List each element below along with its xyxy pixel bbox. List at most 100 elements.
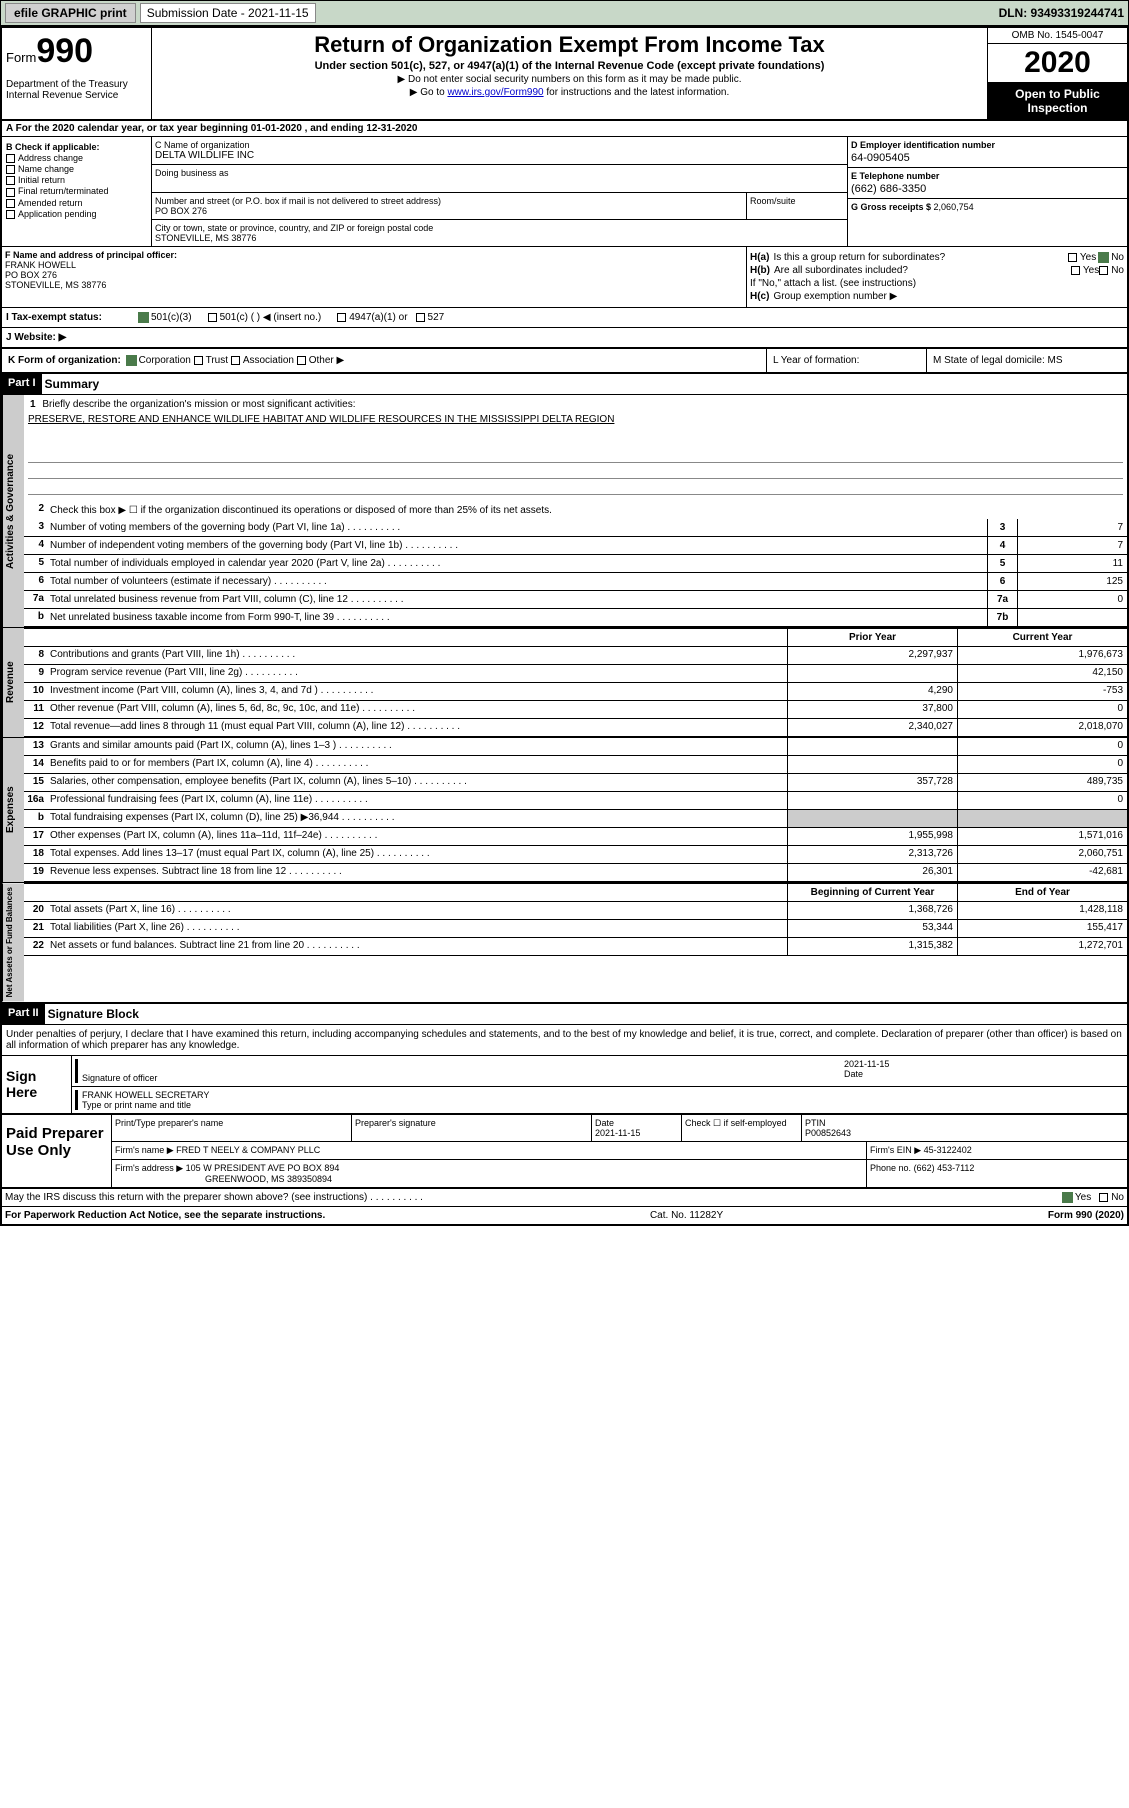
f-label: F Name and address of principal officer: bbox=[5, 250, 743, 260]
dln: DLN: 93493319244741 bbox=[999, 6, 1124, 20]
ein-value: 64-0905405 bbox=[851, 152, 1124, 164]
firm-addr2: GREENWOOD, MS 389350894 bbox=[205, 1174, 332, 1184]
dba-label: Doing business as bbox=[155, 168, 844, 178]
sign-here-label: Sign Here bbox=[2, 1056, 72, 1113]
vtab-revenue: Revenue bbox=[2, 628, 24, 737]
ha-yes[interactable] bbox=[1068, 253, 1077, 262]
chk-501c3-checked[interactable] bbox=[138, 312, 149, 323]
city-value: STONEVILLE, MS 38776 bbox=[155, 233, 844, 243]
netassets-section: Net Assets or Fund Balances Beginning of… bbox=[2, 882, 1127, 1001]
box-b-header: B Check if applicable: bbox=[6, 142, 147, 152]
declaration: Under penalties of perjury, I declare th… bbox=[2, 1025, 1127, 1055]
firm-ein: 45-3122402 bbox=[924, 1145, 972, 1155]
chk-name-change[interactable]: Name change bbox=[6, 164, 147, 174]
footer-mid: Cat. No. 11282Y bbox=[325, 1210, 1048, 1221]
chk-address-change[interactable]: Address change bbox=[6, 153, 147, 163]
chk-4947[interactable] bbox=[337, 313, 346, 322]
gross-label: G Gross receipts $ bbox=[851, 202, 934, 212]
chk-corp-checked[interactable] bbox=[126, 355, 137, 366]
chk-final-return[interactable]: Final return/terminated bbox=[6, 186, 147, 196]
hb-no[interactable] bbox=[1099, 266, 1108, 275]
line-b: bNet unrelated business taxable income f… bbox=[24, 609, 1127, 627]
phone-value: (662) 686-3350 bbox=[851, 183, 1124, 195]
line-16a: 16aProfessional fundraising fees (Part I… bbox=[24, 792, 1127, 810]
sig-officer-label: Signature of officer bbox=[82, 1073, 844, 1083]
h-a: H(a) Is this a group return for subordin… bbox=[750, 252, 1124, 263]
vtab-governance: Activities & Governance bbox=[2, 395, 24, 627]
phone-box: E Telephone number (662) 686-3350 bbox=[848, 168, 1127, 199]
officer-addr1: PO BOX 276 bbox=[5, 270, 743, 280]
note2-prefix: ▶ Go to bbox=[410, 87, 448, 98]
header-mid: Return of Organization Exempt From Incom… bbox=[152, 28, 987, 119]
line-4: 4Number of independent voting members of… bbox=[24, 537, 1127, 555]
room-box: Room/suite bbox=[747, 193, 847, 219]
form-prefix: Form bbox=[6, 50, 36, 65]
col-l: L Year of formation: bbox=[767, 349, 927, 372]
box-d: D Employer identification number 64-0905… bbox=[847, 137, 1127, 246]
chk-trust[interactable] bbox=[194, 356, 203, 365]
form-header: Form990 Department of the Treasury Inter… bbox=[2, 28, 1127, 121]
section-fh: F Name and address of principal officer:… bbox=[2, 247, 1127, 308]
header-right: OMB No. 1545-0047 2020 Open to Public In… bbox=[987, 28, 1127, 119]
part1-title: Summary bbox=[42, 374, 103, 394]
street-box: Number and street (or P.O. box if mail i… bbox=[152, 193, 747, 219]
street-value: PO BOX 276 bbox=[155, 206, 743, 216]
chk-amended-return[interactable]: Amended return bbox=[6, 198, 147, 208]
line-22: 22Net assets or fund balances. Subtract … bbox=[24, 938, 1127, 956]
efile-btn[interactable]: efile GRAPHIC print bbox=[5, 3, 136, 23]
box-f: F Name and address of principal officer:… bbox=[2, 247, 747, 307]
line-15: 15Salaries, other compensation, employee… bbox=[24, 774, 1127, 792]
begin-year-header: Beginning of Current Year bbox=[787, 884, 957, 901]
chk-other[interactable] bbox=[297, 356, 306, 365]
footer-right: Form 990 (2020) bbox=[1048, 1210, 1124, 1221]
line-19: 19Revenue less expenses. Subtract line 1… bbox=[24, 864, 1127, 882]
line-18: 18Total expenses. Add lines 13–17 (must … bbox=[24, 846, 1127, 864]
form-note2: ▶ Go to www.irs.gov/Form990 for instruct… bbox=[156, 87, 983, 98]
h-b: H(b) Are all subordinates included? Yes … bbox=[750, 265, 1124, 276]
hb-yes[interactable] bbox=[1071, 266, 1080, 275]
city-label: City or town, state or province, country… bbox=[155, 223, 844, 233]
ha-no-checked[interactable] bbox=[1098, 252, 1109, 263]
line-17: 17Other expenses (Part IX, column (A), l… bbox=[24, 828, 1127, 846]
line-a: A For the 2020 calendar year, or tax yea… bbox=[2, 121, 1127, 137]
form-990: Form990 Department of the Treasury Inter… bbox=[0, 26, 1129, 1226]
form-title: Return of Organization Exempt From Incom… bbox=[156, 32, 983, 58]
submission-date: Submission Date - 2021-11-15 bbox=[140, 3, 316, 23]
city-box: City or town, state or province, country… bbox=[152, 220, 847, 246]
firm-phone: (662) 453-7112 bbox=[914, 1163, 975, 1173]
chk-initial-return[interactable]: Initial return bbox=[6, 175, 147, 185]
chk-527[interactable] bbox=[416, 313, 425, 322]
line-20: 20Total assets (Part X, line 16)1,368,72… bbox=[24, 902, 1127, 920]
prep-self-emp[interactable]: Check ☐ if self-employed bbox=[682, 1115, 802, 1141]
governance-section: Activities & Governance 1 Briefly descri… bbox=[2, 395, 1127, 627]
prior-year-header: Prior Year bbox=[787, 629, 957, 646]
street-label: Number and street (or P.O. box if mail i… bbox=[155, 196, 743, 206]
firm-name: FRED T NEELY & COMPANY PLLC bbox=[176, 1145, 320, 1155]
preparer-row: Paid Preparer Use Only Print/Type prepar… bbox=[2, 1113, 1127, 1189]
topbar: efile GRAPHIC print Submission Date - 20… bbox=[0, 0, 1129, 26]
header-left: Form990 Department of the Treasury Inter… bbox=[2, 28, 152, 119]
chk-501c[interactable] bbox=[208, 313, 217, 322]
current-year-header: Current Year bbox=[957, 629, 1127, 646]
form-subtitle: Under section 501(c), 527, or 4947(a)(1)… bbox=[156, 60, 983, 72]
chk-assoc[interactable] bbox=[231, 356, 240, 365]
officer-name-label: Type or print name and title bbox=[82, 1100, 1124, 1110]
part2-badge: Part II bbox=[2, 1004, 45, 1024]
footer-left: For Paperwork Reduction Act Notice, see … bbox=[5, 1210, 325, 1221]
prep-date: Date2021-11-15 bbox=[592, 1115, 682, 1141]
col-k: K Form of organization: Corporation Trus… bbox=[2, 349, 767, 372]
chk-application-pending[interactable]: Application pending bbox=[6, 209, 147, 219]
form-number: 990 bbox=[36, 32, 93, 70]
website-row: J Website: ▶ bbox=[2, 328, 1127, 349]
part2-title: Signature Block bbox=[45, 1004, 142, 1024]
h-c: H(c) Group exemption number ▶ bbox=[750, 291, 1124, 302]
mission-text: PRESERVE, RESTORE AND ENHANCE WILDLIFE H… bbox=[28, 414, 1123, 425]
footer: For Paperwork Reduction Act Notice, see … bbox=[2, 1206, 1127, 1224]
line-21: 21Total liabilities (Part X, line 26)53,… bbox=[24, 920, 1127, 938]
irs-yes-checked[interactable] bbox=[1062, 1192, 1073, 1203]
box-c: C Name of organization DELTA WILDLIFE IN… bbox=[152, 137, 847, 246]
irs-no[interactable] bbox=[1099, 1193, 1108, 1202]
org-name-box: C Name of organization DELTA WILDLIFE IN… bbox=[152, 137, 847, 165]
irs-link[interactable]: www.irs.gov/Form990 bbox=[447, 87, 543, 98]
line-12: 12Total revenue—add lines 8 through 11 (… bbox=[24, 719, 1127, 737]
